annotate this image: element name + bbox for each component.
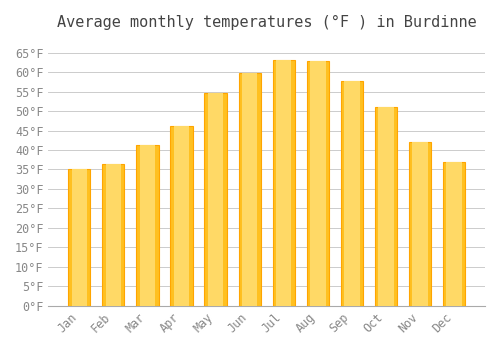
Bar [72,169,87,306]
Bar [140,145,155,306]
Bar [306,61,329,306]
Bar [446,162,462,306]
Bar [412,142,428,306]
Bar [102,164,124,306]
Bar [174,126,190,306]
Bar [170,126,192,306]
Bar [276,61,291,306]
Bar [310,61,326,306]
Bar [409,142,431,306]
Bar [208,93,224,306]
Bar [242,73,258,306]
Bar [341,81,363,306]
Bar [375,107,397,306]
Bar [344,81,360,306]
Bar [443,162,465,306]
Title: Average monthly temperatures (°F ) in Burdinne: Average monthly temperatures (°F ) in Bu… [57,15,476,30]
Bar [204,93,227,306]
Bar [68,169,90,306]
Bar [272,61,295,306]
Bar [136,145,158,306]
Bar [378,107,394,306]
Bar [238,73,260,306]
Bar [106,164,121,306]
